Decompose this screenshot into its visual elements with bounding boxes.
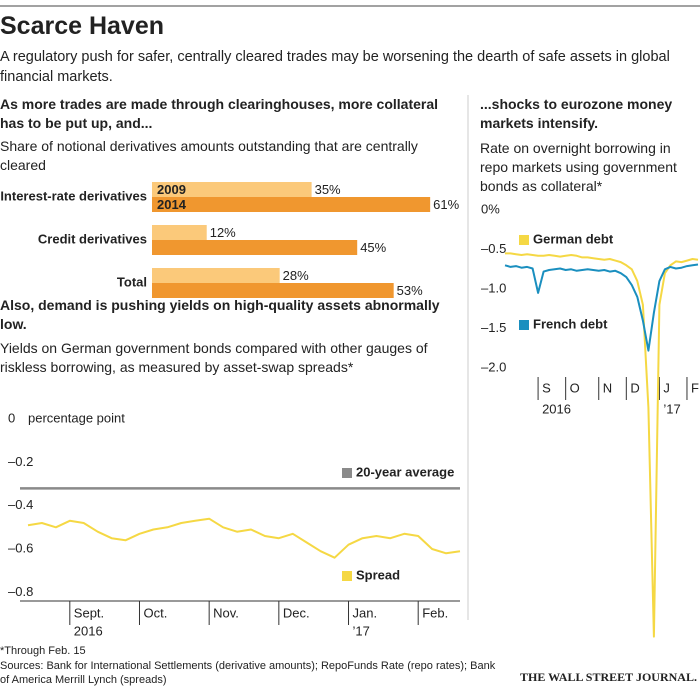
value-label: 53%: [397, 283, 423, 298]
value-label: 12%: [210, 225, 236, 240]
legend-label: 2009: [157, 182, 186, 197]
legend-swatch: [342, 468, 352, 478]
y-tick-label: 0%: [481, 201, 500, 216]
legend-label: Spread: [356, 567, 400, 582]
legend-label: 20-year average: [356, 464, 454, 479]
legend-swatch: [342, 571, 352, 581]
y-tick-label: –0.6: [8, 540, 33, 555]
y-tick-label: –2.0: [481, 359, 506, 374]
x-tick-label: F: [691, 380, 699, 395]
x-tick-label: Nov.: [213, 605, 239, 620]
value-label: 45%: [360, 240, 386, 255]
y-tick-label: –0.8: [8, 584, 33, 599]
sources: Sources: Bank for International Settleme…: [0, 660, 496, 686]
category-label: Total: [117, 274, 147, 289]
x-tick-label: Dec.: [283, 605, 310, 620]
value-label: 28%: [283, 268, 309, 283]
bar: [152, 240, 358, 255]
series-line: [27, 517, 461, 559]
y-tick-label: –0.5: [481, 241, 506, 256]
x-tick-label: Sept.: [74, 605, 104, 620]
y-tick-label: 0: [8, 410, 15, 425]
x-tick-label: D: [630, 380, 639, 395]
x-year-label: ’17: [353, 623, 370, 638]
bar: [152, 268, 280, 283]
bar: [152, 197, 431, 212]
series-line: [505, 252, 699, 638]
x-year-label: 2016: [74, 623, 103, 638]
legend-label: French debt: [533, 316, 608, 331]
chart-subtitle: Share of notional derivatives amounts ou…: [0, 138, 418, 173]
x-tick-label: Oct.: [143, 605, 167, 620]
x-tick-label: O: [570, 380, 580, 395]
legend-swatch: [519, 320, 529, 330]
category-label: Credit derivatives: [38, 231, 147, 246]
value-label: 61%: [433, 197, 459, 212]
x-tick-label: N: [603, 380, 612, 395]
series-line: [504, 263, 699, 352]
bar: [152, 182, 312, 197]
category-label: Interest-rate derivatives: [0, 188, 147, 203]
x-tick-label: S: [542, 380, 551, 395]
value-label: 35%: [315, 182, 341, 197]
bar: [152, 283, 394, 298]
page-subtitle: A regulatory push for safer, centrally c…: [0, 49, 670, 85]
x-tick-label: Feb.: [422, 605, 448, 620]
x-year-label: ’17: [663, 401, 680, 416]
legend-label: German debt: [533, 231, 614, 246]
bar: [152, 225, 207, 240]
y-tick-label: –0.4: [8, 497, 33, 512]
legend-swatch: [519, 235, 529, 245]
chart-title: ...shocks to eurozone money markets inte…: [480, 96, 673, 131]
footnote: *Through Feb. 15: [0, 645, 86, 657]
x-year-label: 2016: [542, 401, 571, 416]
chart-title: Also, demand is pushing yields on high-q…: [0, 297, 440, 332]
chart-subtitle: Yields on German government bonds compar…: [0, 340, 428, 375]
y-tick-label: –1.0: [481, 280, 506, 295]
chart-subtitle: Rate on overnight borrowing in repo mark…: [480, 140, 677, 194]
chart-title: As more trades are made through clearing…: [0, 96, 439, 131]
page-title: Scarce Haven: [0, 12, 165, 40]
x-tick-label: Jan.: [353, 605, 378, 620]
y-tick-label: –1.5: [481, 320, 506, 335]
legend-label: 2014: [157, 197, 187, 212]
x-tick-label: J: [663, 380, 670, 395]
y-unit: percentage point: [28, 410, 125, 425]
brand: THE WALL STREET JOURNAL.: [520, 670, 697, 684]
y-tick-label: –0.2: [8, 454, 33, 469]
